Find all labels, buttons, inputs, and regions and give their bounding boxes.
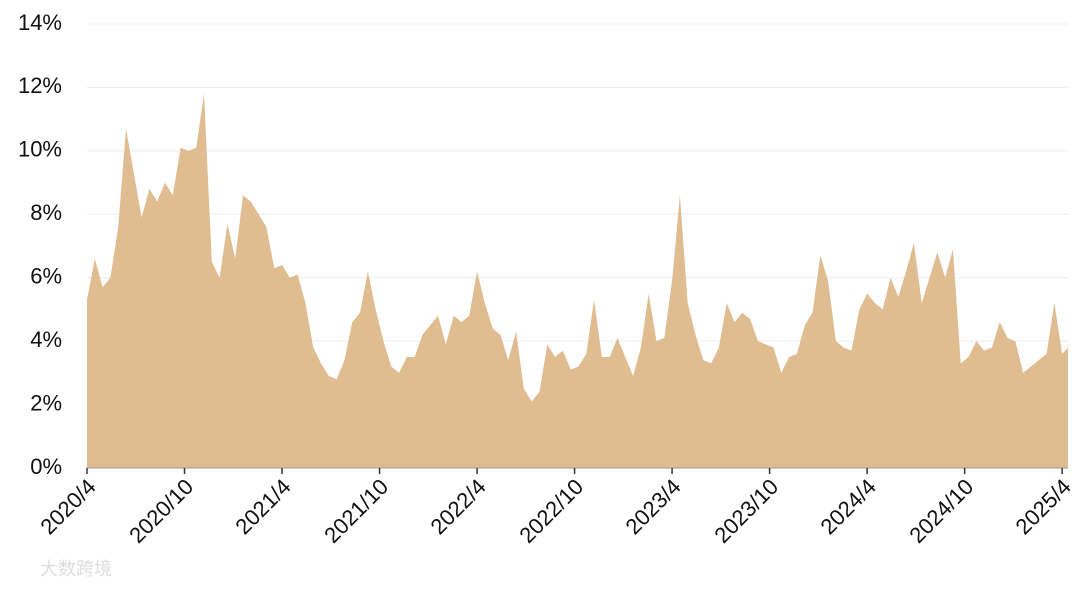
- area: [87, 93, 1068, 469]
- x-tick-label: 2020/10: [124, 474, 198, 548]
- x-tick-label: 2023/10: [709, 474, 783, 548]
- y-tick-label: 10%: [18, 137, 62, 162]
- x-tick-label: 2021/10: [319, 474, 393, 548]
- y-tick-label: 14%: [18, 10, 62, 35]
- x-tick-label: 2025/4: [1011, 474, 1076, 539]
- y-tick-label: 2%: [30, 390, 62, 415]
- x-tick-label: 2023/4: [620, 474, 685, 539]
- x-tick-label: 2024/4: [816, 474, 881, 539]
- y-tick-label: 8%: [30, 200, 62, 225]
- x-tick-label: 2024/10: [904, 474, 978, 548]
- y-tick-label: 12%: [18, 73, 62, 98]
- y-tick-label: 4%: [30, 327, 62, 352]
- y-tick-label: 6%: [30, 264, 62, 289]
- x-tick-label: 2022/4: [425, 474, 490, 539]
- y-tick-label: 0%: [30, 454, 62, 479]
- x-tick-label: 2022/10: [514, 474, 588, 548]
- watermark: 大数跨境: [40, 559, 112, 579]
- x-tick-label: 2021/4: [230, 474, 295, 539]
- x-tick-label: 2020/4: [35, 474, 100, 539]
